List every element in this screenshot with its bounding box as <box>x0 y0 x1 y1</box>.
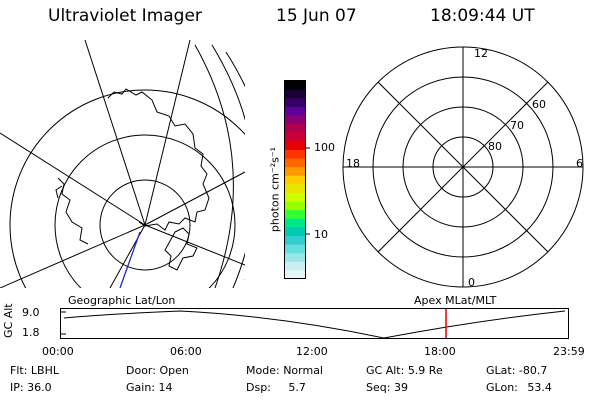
colorbar-band <box>285 167 305 177</box>
timeline-right-title: Apex MLat/MLT <box>414 294 497 307</box>
colorbar-band <box>285 184 305 194</box>
status-mode: Mode: Normal <box>246 364 323 377</box>
colorbar-band <box>285 89 305 99</box>
date-readout: 15 Jun 07 <box>276 6 357 26</box>
colorbar-band <box>285 132 305 142</box>
status-glat: GLat: -80.7 <box>486 364 548 377</box>
status-gc-alt: GC Alt: 5.9 Re <box>366 364 443 377</box>
colorbar-band <box>285 218 305 228</box>
colorbar-band <box>285 124 305 134</box>
lat-label-80: 80 <box>488 140 502 153</box>
colorbar-band <box>285 192 305 203</box>
colorbar-band <box>285 244 305 254</box>
colorbar-band <box>285 261 305 271</box>
lat-label-70: 70 <box>510 119 524 132</box>
timeline-tick-1: 06:00 <box>170 345 202 358</box>
colorbar-band <box>285 81 305 91</box>
status-glon: GLon: 53.4 <box>486 381 552 394</box>
app-title: Ultraviolet Imager <box>48 6 202 26</box>
status-gain: Gain: 14 <box>126 381 173 394</box>
mlt-label-6: 6 <box>576 157 583 170</box>
colorbar-band <box>285 158 305 168</box>
mlt-label-0: 0 <box>468 276 475 289</box>
colorbar-band <box>285 141 305 151</box>
status-flt: Flt: LBHL <box>10 364 59 377</box>
colorbar-band <box>285 115 305 125</box>
timeline-left-title: Geographic Lat/Lon <box>68 294 176 307</box>
timeline-y-min: 1.8 <box>22 326 40 339</box>
colorbar-band <box>285 270 305 280</box>
lat-label-60: 60 <box>532 98 546 111</box>
colorbar-band <box>285 175 305 185</box>
timeline-y-max: 9.0 <box>22 306 40 319</box>
colorbar-tick-10: 10 <box>314 228 328 241</box>
mlt-label-18: 18 <box>346 157 360 170</box>
colorbar-label: photon cm⁻²s⁻¹ <box>268 146 282 233</box>
status-ip: IP: 36.0 <box>10 381 52 394</box>
status-seq: Seq: 39 <box>366 381 408 394</box>
colorbar-band <box>285 106 305 116</box>
colorbar <box>284 80 310 280</box>
timeline-tick-2: 12:00 <box>296 345 328 358</box>
colorbar-band <box>285 210 305 220</box>
colorbar-band <box>285 235 305 246</box>
timeline-tick-0: 00:00 <box>42 345 74 358</box>
timeline-tick-3: 18:00 <box>424 345 456 358</box>
timeline-y-label: GC Alt <box>2 303 15 338</box>
mlt-label-12: 12 <box>474 47 488 60</box>
colorbar-band <box>285 253 305 263</box>
colorbar-band <box>285 201 305 211</box>
timeline-tick-4: 23:59 <box>553 345 585 358</box>
timeline-plot <box>60 308 569 339</box>
colorbar-band <box>285 227 305 237</box>
status-dsp: Dsp: 5.7 <box>246 381 306 394</box>
status-door: Door: Open <box>126 364 189 377</box>
colorbar-band <box>285 149 305 159</box>
colorbar-tick-100: 100 <box>314 141 335 154</box>
colorbar-band <box>285 98 305 108</box>
time-readout: 18:09:44 UT <box>430 6 535 26</box>
